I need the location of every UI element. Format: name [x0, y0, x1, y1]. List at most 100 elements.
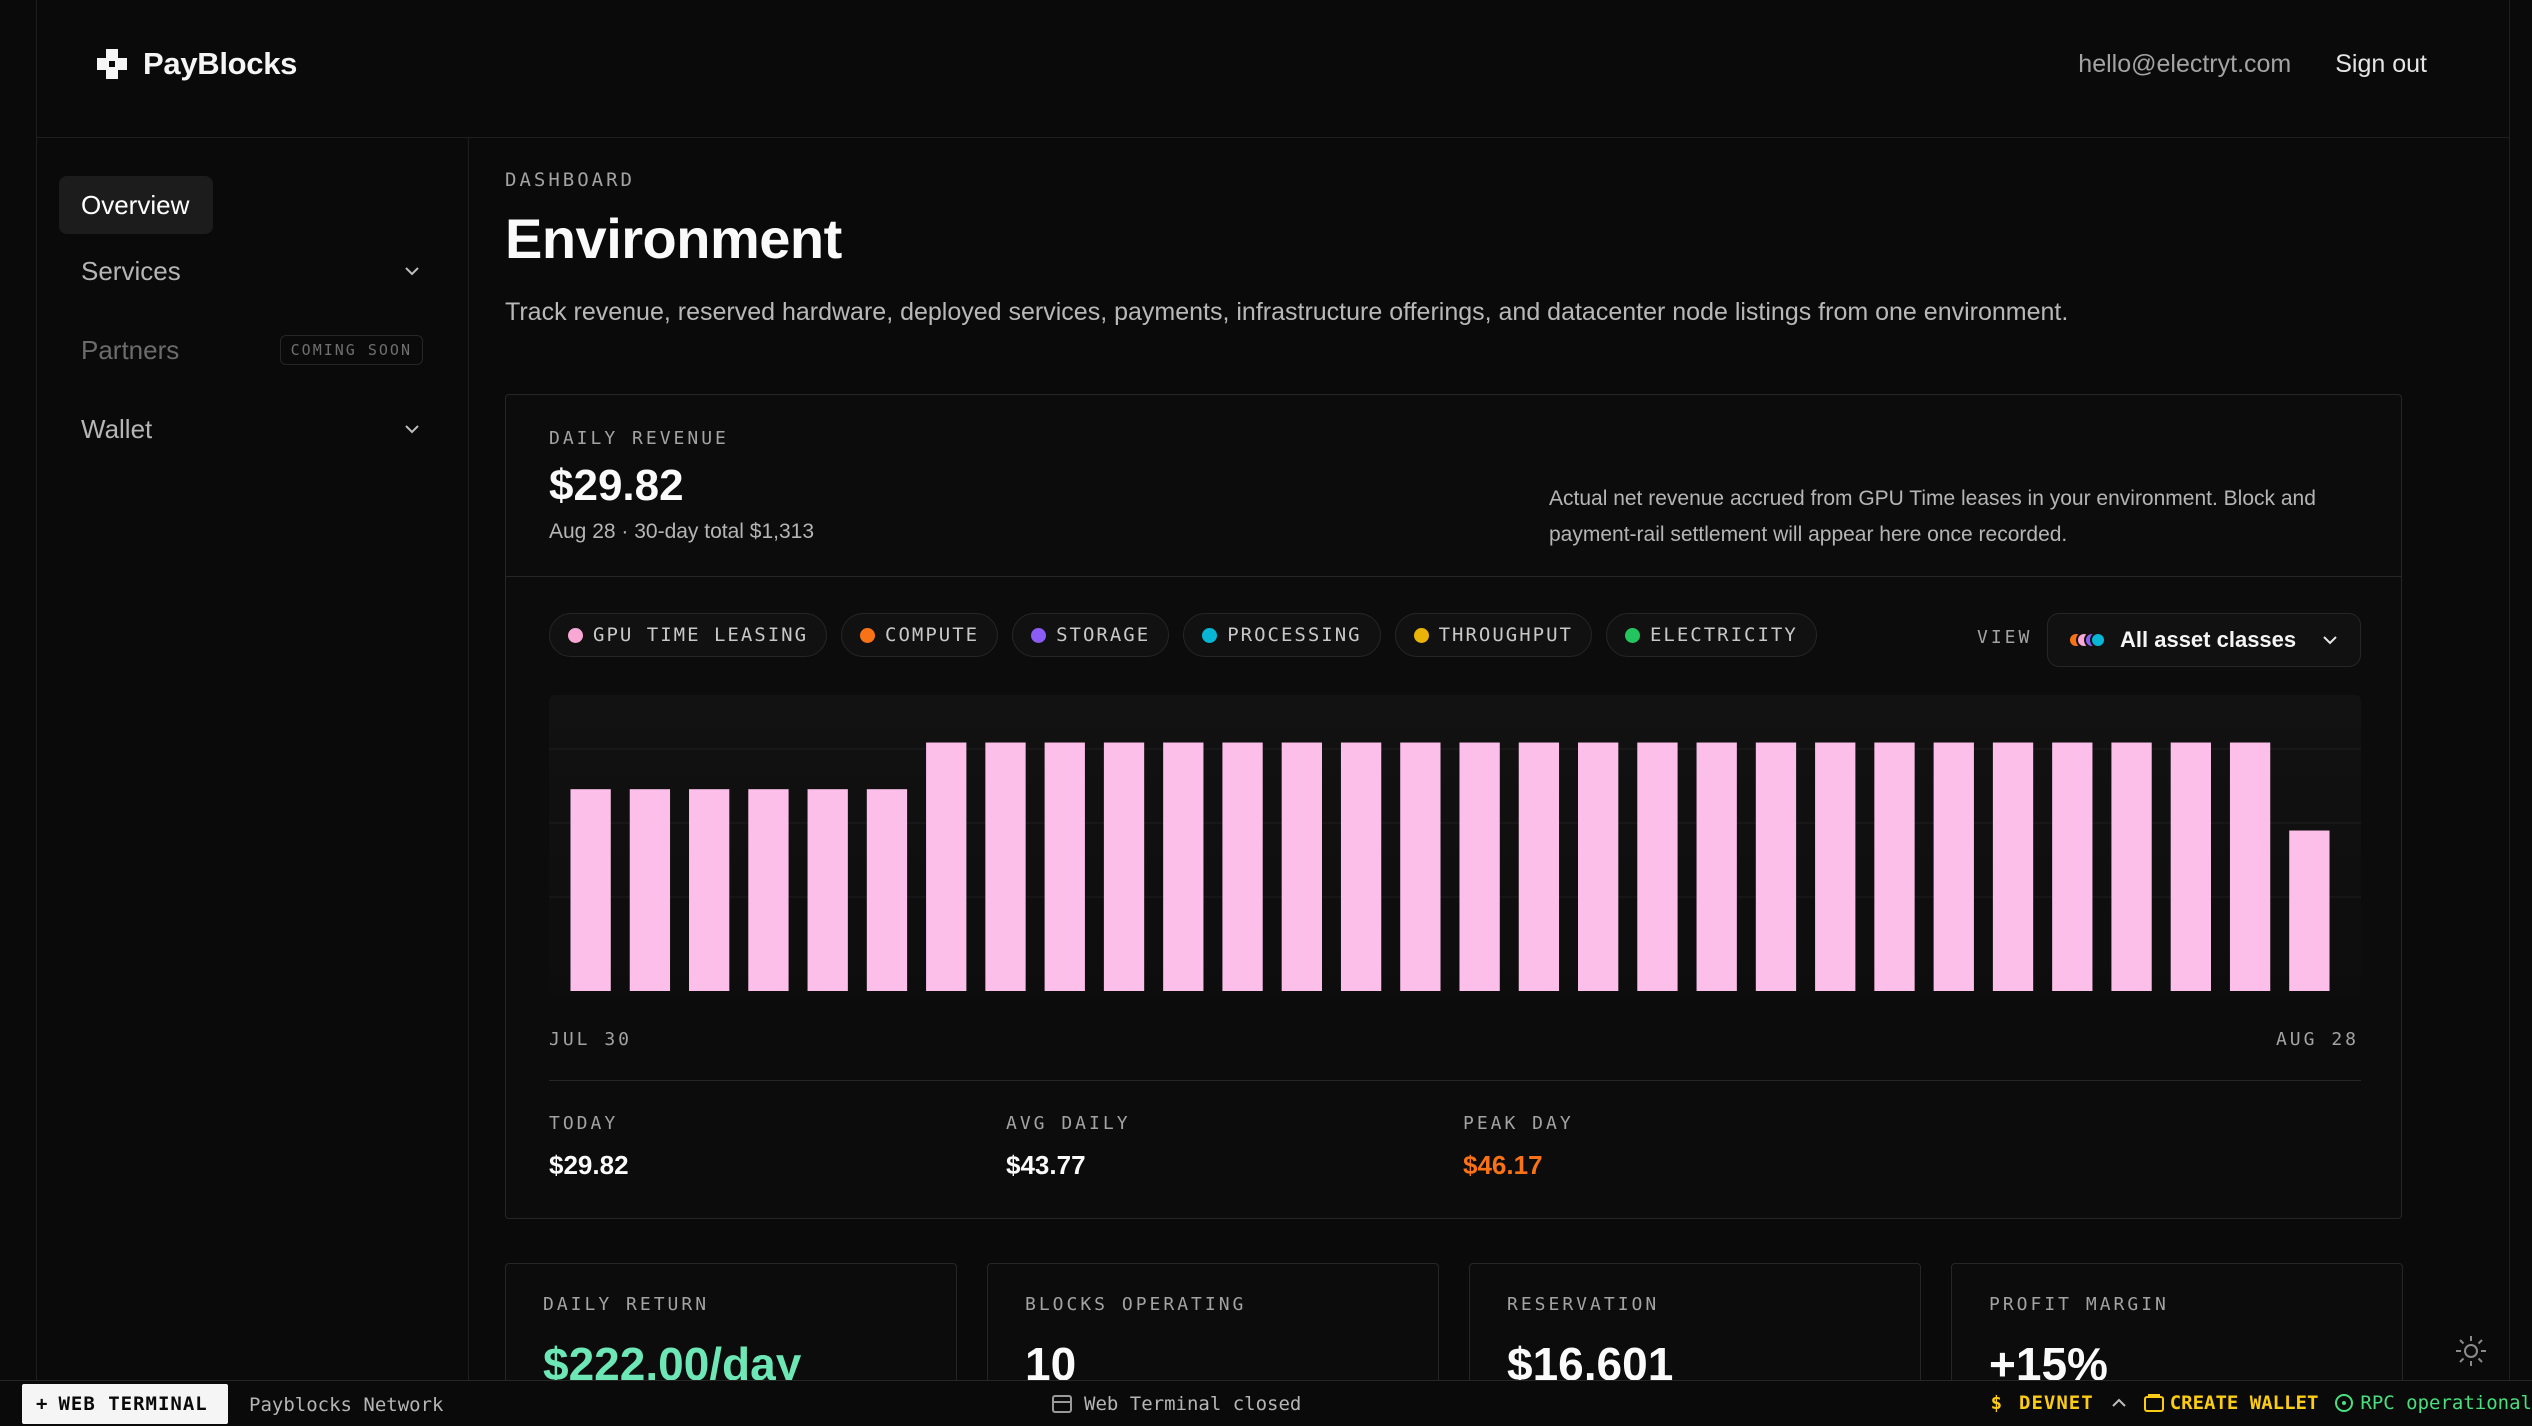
sidebar-item-wallet[interactable]: Wallet — [59, 400, 445, 458]
dollar-icon: $ — [1990, 1392, 2004, 1414]
theme-toggle-sun-icon[interactable] — [2454, 1334, 2488, 1368]
user-email: hello@electryt.com — [2078, 50, 2292, 78]
chevron-up-icon[interactable] — [2110, 1396, 2128, 1410]
terminal-icon — [1052, 1395, 1072, 1413]
legend-item[interactable]: GPU TIME LEASING — [549, 613, 828, 657]
chart-bar[interactable] — [1933, 742, 1974, 991]
sidebar-item-overview[interactable]: Overview — [59, 176, 213, 234]
chart-bar[interactable] — [1992, 742, 2034, 991]
daily-revenue-label: DAILY REVENUE — [549, 428, 729, 449]
chart-bar[interactable] — [1578, 742, 1619, 991]
legend-label: THROUGHPUT — [1438, 624, 1573, 646]
chevron-down-icon — [2323, 636, 2337, 645]
legend-item[interactable]: PROCESSING — [1183, 613, 1381, 657]
sidebar-item-partners: Partners COMING SOON — [59, 321, 445, 379]
chart-bar[interactable] — [689, 789, 730, 991]
stat-avg-label: AVG DAILY — [1006, 1113, 1131, 1134]
network-name: Payblocks Network — [249, 1394, 444, 1416]
chart-bar[interactable] — [2170, 742, 2211, 991]
sidebar-item-label: Services — [81, 255, 181, 286]
stat-today-label: TODAY — [549, 1113, 619, 1134]
app-frame: PayBlocks hello@electryt.com Sign out Ov… — [36, 0, 2510, 1380]
chart-bar[interactable] — [1281, 742, 1322, 991]
page-title: Environment — [505, 207, 842, 270]
chart-bar[interactable] — [1518, 742, 1560, 991]
web-terminal-label: WEB TERMINAL — [58, 1393, 208, 1415]
legend-label: STORAGE — [1056, 624, 1151, 646]
chart-bar[interactable] — [2289, 830, 2330, 991]
legend-item[interactable]: THROUGHPUT — [1394, 613, 1592, 657]
stat-today-value: $29.82 — [549, 1150, 629, 1180]
sidebar: Overview Services Partners COMING SOON W… — [37, 138, 469, 1380]
chart-bar[interactable] — [748, 789, 789, 991]
chart-bar[interactable] — [1815, 742, 1856, 991]
x-axis-start-label: JUL 30 — [549, 1029, 633, 1050]
stat-today: TODAY $29.82 — [549, 1113, 629, 1181]
legend-item[interactable]: STORAGE — [1012, 613, 1170, 657]
chart-bar[interactable] — [1637, 742, 1678, 991]
page-description: Track revenue, reserved hardware, deploy… — [505, 298, 2069, 326]
chevron-down-icon — [405, 425, 419, 434]
chart-bar[interactable] — [1459, 742, 1500, 991]
chart-bar[interactable] — [866, 789, 908, 991]
chart-bar[interactable] — [2111, 742, 2152, 991]
chart-bar[interactable] — [1400, 742, 1441, 991]
daily-revenue-subtitle: Aug 28 · 30-day total $1,313 — [549, 520, 815, 543]
legend-dot-icon — [1202, 627, 1218, 643]
asset-class-select[interactable]: All asset classes — [2047, 613, 2361, 667]
daily-revenue-value: $29.82 — [549, 461, 684, 510]
chart-bar[interactable] — [1222, 742, 1263, 991]
kpi-daily-return: DAILY RETURN $222.00/day — [505, 1263, 957, 1403]
stats-divider — [549, 1080, 2361, 1081]
kpi-label: DAILY RETURN — [543, 1294, 710, 1315]
chart-bar[interactable] — [1103, 742, 1145, 991]
chart-bar[interactable] — [985, 742, 1026, 991]
web-terminal-button[interactable]: + WEB TERMINAL — [22, 1384, 228, 1424]
legend-dot-icon — [568, 627, 583, 643]
kpi-label: BLOCKS OPERATING — [1025, 1294, 1247, 1315]
legend-item[interactable]: ELECTRICITY — [1605, 613, 1817, 657]
brand-logo[interactable]: PayBlocks — [95, 46, 297, 82]
coming-soon-badge: COMING SOON — [279, 335, 423, 365]
chart-bar[interactable] — [807, 789, 848, 991]
kpi-label: RESERVATION — [1507, 1294, 1660, 1315]
sidebar-item-services[interactable]: Services — [59, 242, 445, 300]
legend-item[interactable]: COMPUTE — [841, 613, 999, 657]
plus-icon: + — [36, 1393, 49, 1415]
kpi-row: DAILY RETURN $222.00/day BLOCKS OPERATIN… — [505, 1263, 2403, 1403]
chart-bar[interactable] — [926, 742, 967, 991]
chart-bar[interactable] — [1755, 742, 1797, 991]
legend-dot-icon — [1413, 627, 1429, 643]
payblocks-logo-icon — [97, 49, 127, 79]
stat-avg-value: $43.77 — [1006, 1150, 1086, 1180]
chart-bar[interactable] — [629, 789, 671, 991]
chart-bar[interactable] — [1163, 742, 1204, 991]
kpi-profit-margin: PROFIT MARGIN +15% — [1951, 1263, 2403, 1403]
legend-label: COMPUTE — [885, 624, 980, 646]
asset-class-dots-icon — [2068, 632, 2106, 648]
revenue-bar-chart — [549, 742, 2361, 991]
chart-bar[interactable] — [1340, 742, 1382, 991]
legend-dot-icon — [1031, 627, 1047, 643]
kpi-blocks-operating: BLOCKS OPERATING 10 — [987, 1263, 1439, 1403]
terminal-status: Web Terminal closed — [1052, 1393, 1301, 1415]
legend-dot-icon — [860, 627, 876, 643]
wallet-icon — [2143, 1394, 2164, 1412]
chart-bar[interactable] — [1874, 742, 1915, 991]
chevron-down-icon — [405, 267, 419, 276]
chart-bar[interactable] — [1044, 742, 1085, 991]
chart-bar[interactable] — [2229, 742, 2271, 991]
sign-out-button[interactable]: Sign out — [2335, 50, 2427, 78]
legend-dot-icon — [1624, 627, 1640, 643]
stat-peak-day: PEAK DAY $46.17 — [1463, 1113, 1574, 1181]
chart-bar[interactable] — [2052, 742, 2093, 991]
revenue-card: DAILY REVENUE $29.82 Aug 28 · 30-day tot… — [505, 394, 2402, 1219]
network-env-selector[interactable]: DEVNET — [2019, 1392, 2094, 1414]
create-wallet-button[interactable]: CREATE WALLET — [2169, 1392, 2319, 1414]
sidebar-item-label: Wallet — [81, 413, 153, 444]
legend-label: GPU TIME LEASING — [593, 624, 809, 646]
x-axis-end-label: AUG 28 — [2275, 1029, 2359, 1050]
chart-bar[interactable] — [1696, 742, 1737, 991]
chart-bar[interactable] — [570, 789, 611, 991]
view-label: VIEW — [1977, 627, 2033, 648]
